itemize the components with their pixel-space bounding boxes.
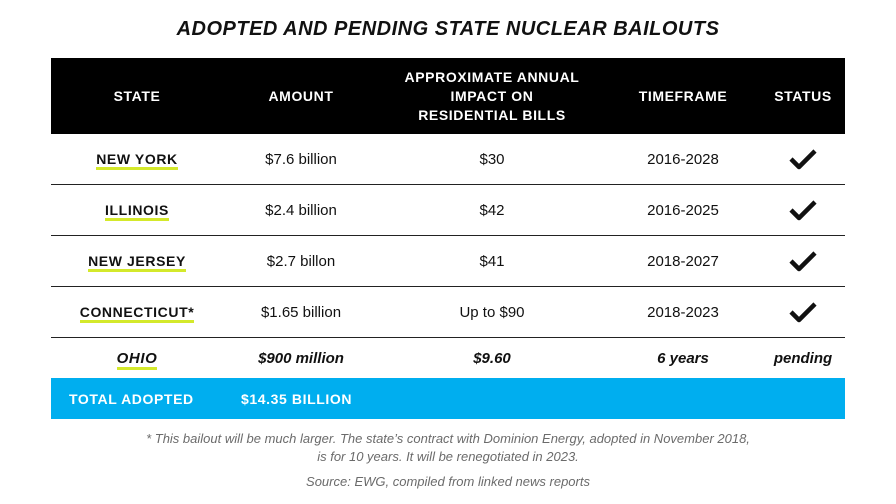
bailouts-table: STATE AMOUNT APPROXIMATE ANNUAL IMPACT O… bbox=[51, 58, 845, 419]
total-label: TOTAL ADOPTED bbox=[51, 378, 223, 419]
state-link[interactable]: CONNECTICUT* bbox=[79, 303, 195, 323]
header-impact-line3: RESIDENTIAL BILLS bbox=[418, 106, 566, 123]
table-row: NEW YORK $7.6 billion $30 2016-2028 bbox=[51, 134, 845, 185]
timeframe-cell: 2016-2028 bbox=[605, 134, 761, 185]
amount-cell: $2.4 billion bbox=[223, 184, 379, 236]
impact-cell: $30 bbox=[379, 134, 605, 185]
timeframe-cell: 2018-2027 bbox=[605, 235, 761, 287]
header-status: STATUS bbox=[761, 58, 845, 134]
amount-cell: $2.7 billon bbox=[223, 235, 379, 287]
state-cell: CONNECTICUT* bbox=[51, 286, 223, 338]
impact-cell: $41 bbox=[379, 235, 605, 287]
checkmark-icon bbox=[789, 251, 817, 272]
status-cell bbox=[761, 286, 845, 338]
status-cell: pending bbox=[773, 349, 833, 367]
total-row: TOTAL ADOPTED $14.35 BILLION bbox=[51, 378, 845, 419]
header-impact-line2: IMPACT ON bbox=[450, 87, 534, 104]
impact-cell: $9.60 bbox=[473, 349, 511, 367]
footnote-line1: * This bailout will be much larger. The … bbox=[146, 431, 750, 446]
amount-cell: $900 million bbox=[258, 349, 344, 367]
header-impact-line1: APPROXIMATE ANNUAL bbox=[404, 68, 580, 85]
impact-cell: Up to $90 bbox=[379, 286, 605, 338]
state-link[interactable]: OHIO bbox=[116, 349, 158, 370]
state-link[interactable]: NEW JERSEY bbox=[88, 252, 186, 272]
state-link[interactable]: NEW YORK bbox=[96, 150, 178, 170]
header-impact: APPROXIMATE ANNUAL IMPACT ON RESIDENTIAL… bbox=[379, 58, 605, 134]
timeframe-cell: 2016-2025 bbox=[605, 184, 761, 236]
status-cell bbox=[761, 184, 845, 236]
header-state: STATE bbox=[51, 58, 223, 134]
state-cell: NEW YORK bbox=[51, 134, 223, 185]
page-title: ADOPTED AND PENDING STATE NUCLEAR BAILOU… bbox=[176, 18, 720, 40]
table-row: ILLINOIS $2.4 billion $42 2016-2025 bbox=[51, 184, 845, 236]
impact-cell: $42 bbox=[379, 184, 605, 236]
table-row-pending: OHIO $900 million $9.60 6 years pending bbox=[51, 338, 845, 379]
footnote-line2: is for 10 years. It will be renegotiated… bbox=[317, 449, 579, 464]
state-cell: ILLINOIS bbox=[51, 184, 223, 236]
checkmark-icon bbox=[789, 149, 817, 170]
state-link[interactable]: ILLINOIS bbox=[105, 201, 169, 221]
state-cell: OHIO bbox=[51, 338, 223, 379]
checkmark-icon bbox=[789, 302, 817, 323]
timeframe-cell: 6 years bbox=[657, 349, 709, 367]
total-amount: $14.35 BILLION bbox=[223, 378, 845, 419]
amount-cell: $7.6 billion bbox=[223, 134, 379, 185]
timeframe-cell: 2018-2023 bbox=[605, 286, 761, 338]
header-amount: AMOUNT bbox=[223, 58, 379, 134]
table-header-row: STATE AMOUNT APPROXIMATE ANNUAL IMPACT O… bbox=[51, 58, 845, 134]
source-note: Source: EWG, compiled from linked news r… bbox=[306, 474, 590, 489]
table-row: NEW JERSEY $2.7 billon $41 2018-2027 bbox=[51, 235, 845, 287]
amount-cell: $1.65 billion bbox=[223, 286, 379, 338]
header-timeframe: TIMEFRAME bbox=[605, 58, 761, 134]
checkmark-icon bbox=[789, 200, 817, 221]
status-cell bbox=[761, 134, 845, 185]
table-row: CONNECTICUT* $1.65 billion Up to $90 201… bbox=[51, 286, 845, 338]
state-cell: NEW JERSEY bbox=[51, 235, 223, 287]
footnote: * This bailout will be much larger. The … bbox=[0, 430, 896, 466]
status-cell bbox=[761, 235, 845, 287]
